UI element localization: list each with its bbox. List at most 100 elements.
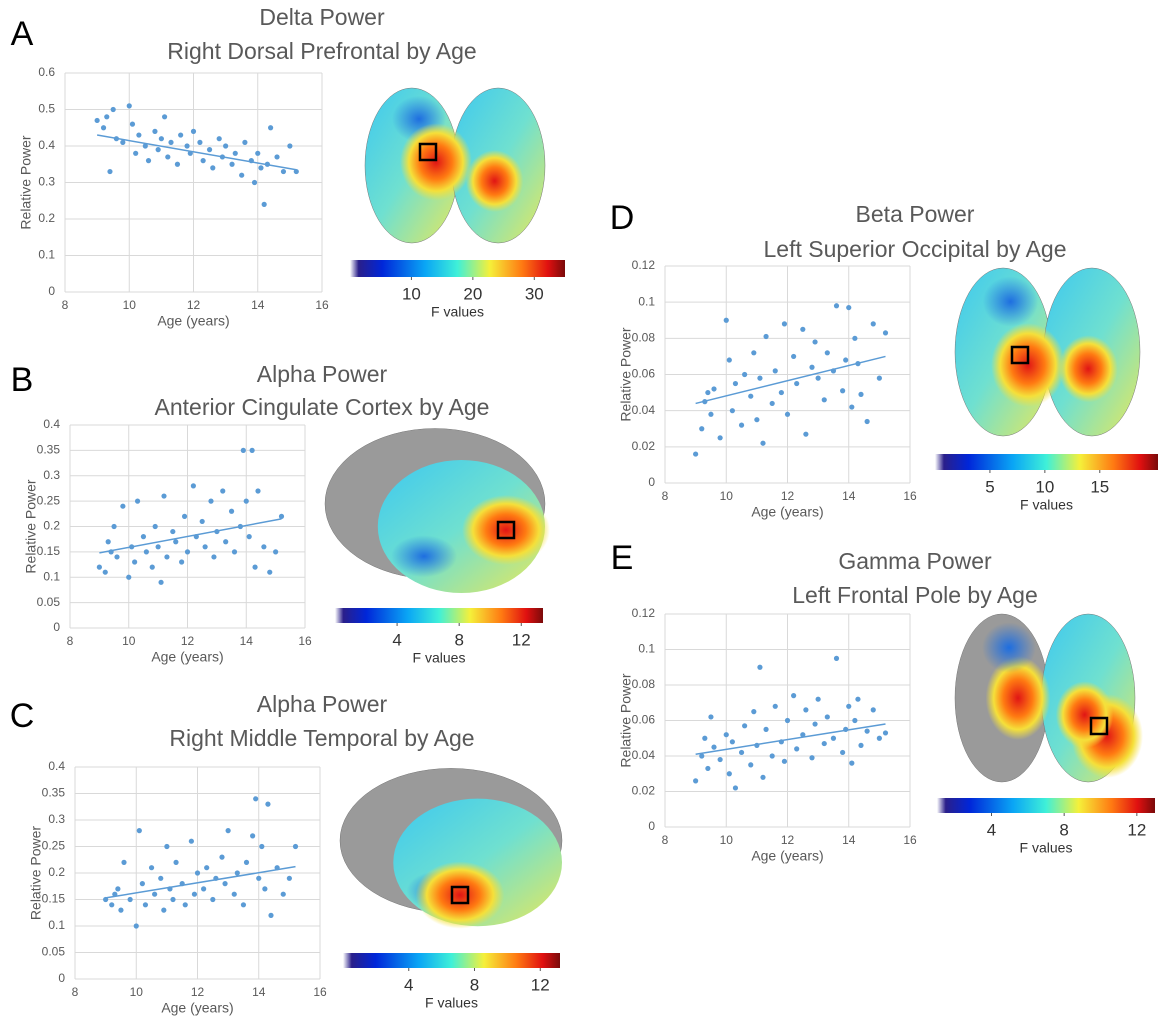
y-tick-label: 0.1 — [638, 642, 655, 656]
colorbar-label: F values — [413, 650, 466, 666]
trend-line — [99, 519, 281, 553]
scatter-point — [244, 860, 249, 865]
scatter-point — [126, 575, 131, 580]
scatter-point — [718, 757, 723, 762]
scatter-point — [871, 707, 876, 712]
y-tick-label: 0.25 — [37, 493, 61, 507]
scatter-point — [693, 778, 698, 783]
scatter-point — [252, 565, 257, 570]
x-tick-label: 14 — [842, 489, 856, 503]
scatter-point — [150, 565, 155, 570]
scatter-point — [757, 376, 762, 381]
x-tick-label: 14 — [251, 298, 265, 312]
x-axis-label: Age (years) — [157, 313, 229, 329]
x-tick-label: 10 — [720, 489, 734, 503]
scatter-point — [153, 524, 158, 529]
scatter-point — [849, 404, 854, 409]
scatter-point — [114, 554, 119, 559]
scatter-point — [104, 114, 109, 119]
colorbar-label: F values — [1020, 497, 1073, 513]
chart-title: Gamma Power — [838, 548, 992, 574]
y-tick-label: 0 — [58, 971, 65, 985]
x-axis-label: Age (years) — [751, 848, 823, 864]
x-tick-label: 12 — [191, 985, 205, 999]
panel: BAlpha PowerAnterior Cingulate Cortex by… — [11, 361, 550, 666]
panel-letter: E — [611, 539, 634, 577]
y-axis-label: Relative Power — [618, 673, 634, 767]
scatter-point — [203, 544, 208, 549]
scatter-point — [265, 802, 270, 807]
panel-letter: D — [610, 199, 635, 237]
scatter-point — [809, 755, 814, 760]
scatter-point — [760, 775, 765, 780]
trend-line — [696, 356, 886, 403]
scatter-point — [748, 762, 753, 767]
scatter-point — [168, 140, 173, 145]
scatter-point — [865, 729, 870, 734]
colorbar-tick-label: 8 — [1059, 820, 1068, 839]
scatter-point — [782, 759, 787, 764]
scatter-point — [840, 388, 845, 393]
y-tick-label: 0.02 — [632, 439, 656, 453]
colorbar — [343, 953, 560, 968]
scatter-point — [708, 412, 713, 417]
panel-letter: C — [10, 697, 35, 735]
scatter-point — [733, 785, 738, 790]
scatter-point — [763, 334, 768, 339]
scatter-point — [118, 908, 123, 913]
scatter-point — [730, 408, 735, 413]
trend-line — [106, 867, 296, 898]
scatter-point — [268, 913, 273, 918]
scatter-point — [144, 549, 149, 554]
scatter-point — [843, 357, 848, 362]
scatter-point — [182, 514, 187, 519]
scatter-point — [109, 902, 114, 907]
scatter-point — [170, 897, 175, 902]
y-tick-label: 0.6 — [38, 65, 55, 79]
scatter-point — [250, 448, 255, 453]
scatter-point — [141, 534, 146, 539]
figure: ADelta PowerRight Dorsal Prefrontal by A… — [0, 0, 1161, 1026]
scatter-point — [849, 761, 854, 766]
scatter-point — [785, 718, 790, 723]
scatter-point — [156, 147, 161, 152]
y-tick-label: 0.08 — [632, 331, 656, 345]
scatter-point — [242, 140, 247, 145]
scatter-point — [739, 750, 744, 755]
x-tick-label: 10 — [122, 634, 136, 648]
scatter-point — [178, 132, 183, 137]
scatter-point — [219, 855, 224, 860]
scatter-point — [751, 350, 756, 355]
x-tick-label: 12 — [781, 833, 795, 847]
y-tick-label: 0.05 — [37, 595, 61, 609]
scatter-point — [724, 318, 729, 323]
scatter-point — [140, 881, 145, 886]
scatter-point — [727, 357, 732, 362]
scatter-point — [760, 441, 765, 446]
scatter-point — [822, 397, 827, 402]
scatter-point — [121, 860, 126, 865]
scatter-point — [120, 504, 125, 509]
scatter-point — [232, 549, 237, 554]
scatter-point — [727, 771, 732, 776]
scatter-point — [803, 707, 808, 712]
y-axis-label: Relative Power — [618, 327, 634, 421]
scatter-point — [846, 305, 851, 310]
scatter-point — [130, 122, 135, 127]
scatter-point — [262, 886, 267, 891]
x-tick-label: 16 — [315, 298, 329, 312]
scatter-point — [834, 303, 839, 308]
scatter-point — [136, 132, 141, 137]
scatter-point — [235, 870, 240, 875]
scatter-point — [255, 151, 260, 156]
scatter-point — [287, 876, 292, 881]
scatter-point — [825, 714, 830, 719]
y-tick-label: 0.12 — [632, 606, 656, 620]
scatter-point — [258, 165, 263, 170]
x-tick-label: 8 — [662, 489, 669, 503]
colorbar-tick-label: 4 — [404, 975, 413, 994]
scatter-point — [241, 902, 246, 907]
activation — [991, 323, 1065, 407]
scatter-point — [161, 493, 166, 498]
